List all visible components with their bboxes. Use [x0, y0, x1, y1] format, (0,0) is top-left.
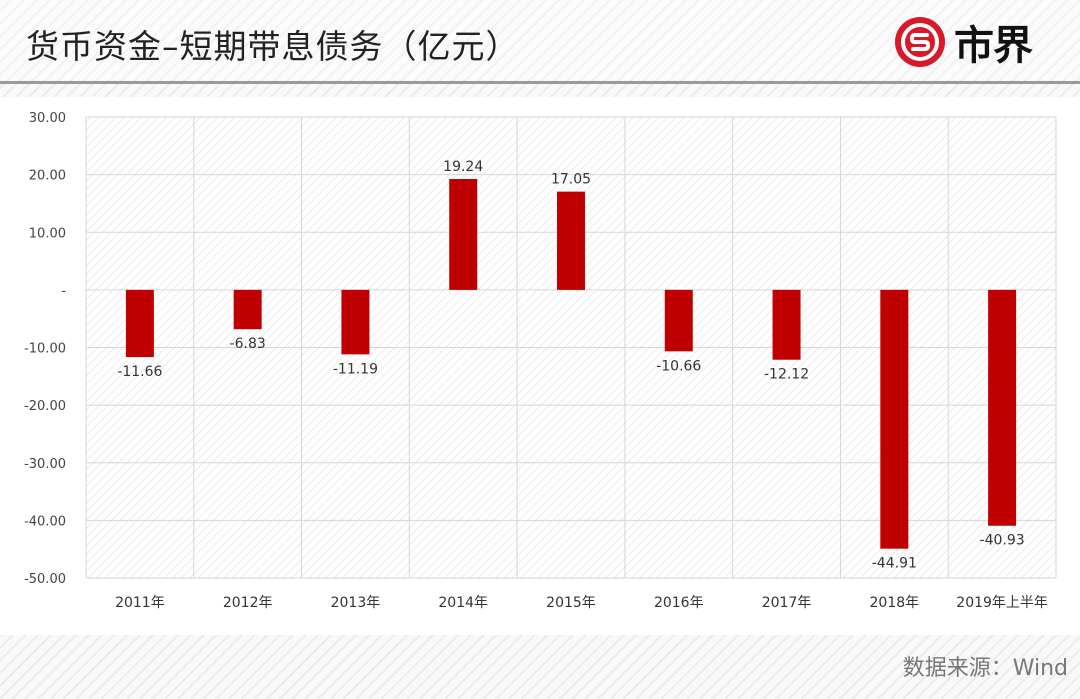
data-label: -11.66	[117, 364, 162, 380]
data-label: -12.12	[764, 367, 809, 383]
y-tick-label: -20.00	[24, 399, 66, 414]
y-tick-label: -30.00	[24, 457, 66, 472]
x-tick-label: 2014年	[438, 595, 488, 611]
chart-title: 货币资金–短期带息债务（亿元）	[26, 27, 520, 66]
x-tick-label: 2015年	[546, 595, 596, 611]
x-tick-label: 2013年	[331, 595, 381, 611]
x-tick-label: 2017年	[762, 595, 812, 611]
brand-name: 市界	[954, 23, 1033, 69]
x-tick-label: 2018年	[870, 595, 920, 611]
y-tick-label: -	[61, 284, 66, 299]
data-label: -40.93	[980, 533, 1025, 549]
y-tick-label: 30.00	[29, 111, 66, 126]
x-tick-label: 2012年	[223, 595, 273, 611]
bar	[557, 191, 585, 290]
x-tick-label: 2011年	[115, 595, 165, 611]
x-tick-label: 2016年	[654, 595, 704, 611]
y-tick-label: 20.00	[29, 169, 66, 184]
y-tick-label: -40.00	[24, 514, 66, 529]
data-label: 19.24	[443, 159, 483, 175]
bar	[125, 289, 154, 358]
data-label: -10.66	[656, 358, 701, 374]
bar	[664, 289, 693, 352]
bar	[880, 289, 909, 549]
bar	[449, 179, 478, 290]
data-label: -44.91	[872, 556, 917, 572]
y-tick-label: 10.00	[29, 226, 66, 241]
brand-logo: 市界	[894, 14, 1033, 70]
data-label: 17.05	[551, 172, 591, 188]
bar	[988, 289, 1017, 526]
bar	[341, 289, 370, 355]
brand-logo-icon	[895, 17, 945, 67]
data-label: -11.19	[333, 361, 378, 377]
bar-chart: 30.00 20.00 10.00 - -10.00 -20.00 -30.00 -40.00…	[24, 111, 1057, 611]
bar	[772, 289, 801, 360]
y-tick-label: -50.00	[24, 572, 66, 587]
header-divider	[0, 81, 1080, 84]
chart-panel: 30.00 20.00 10.00 - -10.00 -20.00 -30.00 -40.00…	[0, 97, 1080, 635]
data-label: -6.83	[230, 336, 266, 352]
bar	[233, 289, 262, 330]
y-tick-label: -10.00	[24, 342, 66, 357]
x-tick-label: 2019年上半年	[956, 595, 1048, 611]
data-source: 数据来源：Wind	[902, 656, 1068, 681]
